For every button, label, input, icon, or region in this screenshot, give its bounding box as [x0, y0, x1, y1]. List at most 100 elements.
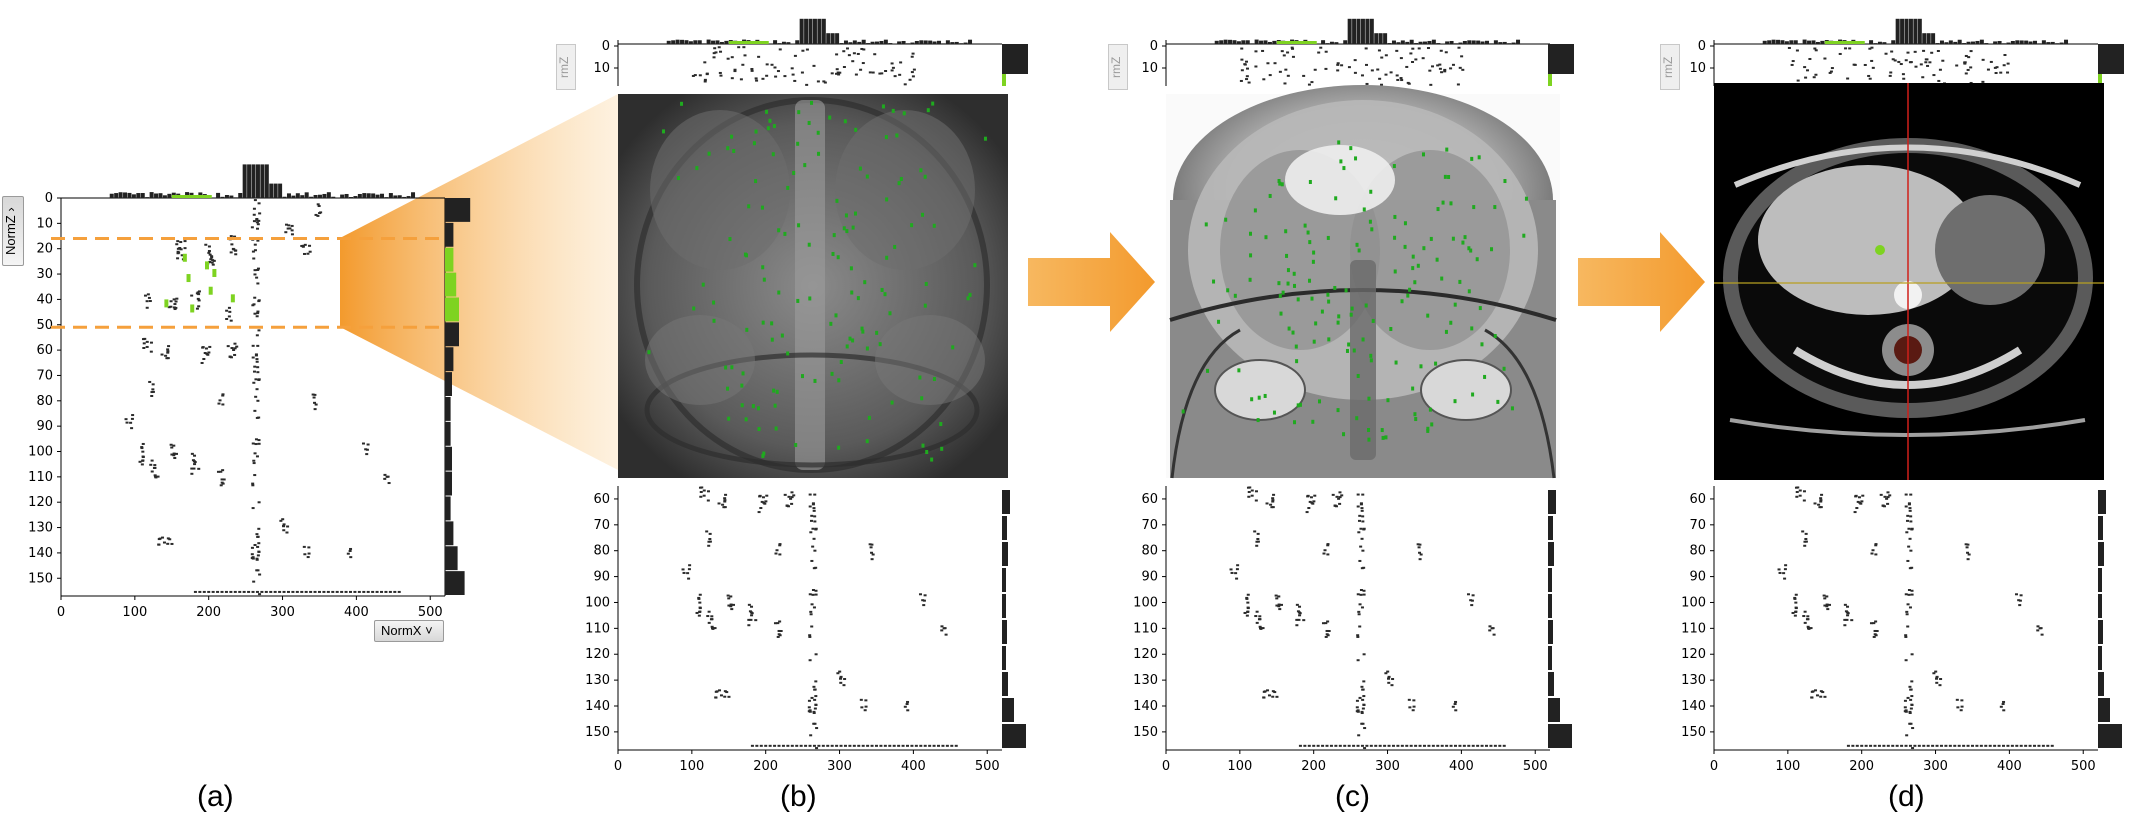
data-point [1907, 502, 1911, 505]
data-point [854, 73, 858, 76]
highlight-point [786, 351, 790, 356]
data-point [257, 300, 261, 303]
data-point [176, 257, 180, 260]
render-c-thorax[interactable] [1166, 85, 1560, 479]
histogram-bar [445, 571, 465, 595]
data-point [146, 293, 150, 296]
data-point [805, 48, 809, 51]
data-point [2015, 744, 2019, 747]
data-point [1246, 486, 1250, 489]
data-point [878, 72, 882, 75]
data-point [1907, 545, 1911, 548]
data-point [851, 60, 855, 63]
data-point [871, 553, 875, 556]
data-point [247, 590, 251, 593]
data-point [812, 722, 816, 725]
data-point [1803, 610, 1807, 613]
data-point [783, 75, 787, 78]
data-point [790, 496, 794, 499]
highlight-point [1249, 253, 1253, 258]
data-point [836, 672, 840, 675]
data-point [712, 52, 716, 55]
data-point [1806, 615, 1810, 618]
data-point [1903, 699, 1907, 702]
data-point [361, 442, 365, 445]
data-point [750, 612, 754, 615]
data-point [1809, 627, 1813, 630]
data-point [905, 703, 909, 706]
data-point [255, 217, 259, 220]
z-axis-selector[interactable]: NormZ › [2, 196, 24, 266]
data-point [1907, 527, 1911, 530]
data-point [151, 383, 155, 386]
data-point [257, 501, 261, 504]
highlight-point [1312, 339, 1316, 344]
highlight-point [1400, 299, 1404, 304]
x-axis-selector[interactable]: NormX ˅ [374, 620, 444, 642]
histogram-bar [1347, 18, 1352, 44]
highlight-point [662, 129, 666, 134]
render-b-torso[interactable] [618, 94, 1008, 478]
data-point [153, 464, 157, 467]
data-point [1254, 499, 1258, 502]
data-point [1261, 627, 1265, 630]
scatter-a-y-tick-label: 80 [36, 394, 53, 409]
data-point [1250, 494, 1254, 497]
data-point [765, 74, 769, 77]
highlight-point [1413, 280, 1417, 285]
data-point [1312, 744, 1316, 747]
histogram-bar [286, 193, 291, 198]
data-point [1337, 497, 1341, 500]
data-point [1934, 670, 1938, 673]
scatter-c-y-tick-label: 150 [1133, 725, 1158, 740]
data-point [1454, 700, 1458, 703]
render-d-ct-slice[interactable] [1714, 83, 2104, 480]
data-point [1811, 690, 1815, 693]
data-point [804, 744, 808, 747]
histogram-bar [109, 193, 114, 198]
data-point [914, 744, 918, 747]
data-point [1814, 689, 1818, 692]
data-point [1296, 610, 1300, 613]
data-point [1823, 597, 1827, 600]
z-axis-selector-c[interactable]: rmZ [1108, 44, 1128, 90]
data-point [1907, 593, 1911, 596]
highlight-point [851, 225, 855, 230]
data-point [1461, 68, 1465, 71]
highlight-point [1493, 334, 1497, 339]
data-point [208, 345, 212, 348]
data-point [257, 329, 261, 332]
data-point [1295, 618, 1299, 621]
highlight-point [854, 127, 858, 132]
highlight-point [780, 333, 784, 338]
highlight-point [1389, 326, 1393, 331]
data-point [723, 695, 727, 698]
histogram-highlight [728, 41, 769, 44]
data-point [140, 447, 144, 450]
data-point [255, 590, 259, 593]
z-axis-selector-b[interactable]: rmZ [556, 44, 576, 90]
data-point [1899, 63, 1903, 66]
data-point [1935, 744, 1939, 747]
highlight-point [1224, 217, 1228, 222]
histogram-bar [1776, 39, 1781, 44]
data-point [349, 590, 352, 593]
chevron-down-icon: ˅ [425, 623, 433, 638]
highlight-point [770, 337, 774, 342]
data-point [2017, 599, 2021, 602]
data-point [1377, 49, 1381, 52]
data-point [255, 557, 259, 560]
data-point [1278, 608, 1282, 611]
z-axis-selector-d[interactable]: rmZ [1660, 44, 1680, 90]
data-point [255, 569, 259, 572]
data-point [706, 615, 710, 618]
data-point [1488, 629, 1492, 632]
data-point [843, 678, 847, 681]
data-point [1453, 703, 1457, 706]
data-point [1791, 60, 1795, 63]
data-point [1416, 543, 1420, 546]
data-point [169, 443, 173, 446]
scatter-a-y-tick-label: 130 [28, 521, 53, 536]
data-point [1259, 627, 1263, 630]
histogram-bar [2098, 568, 2102, 592]
